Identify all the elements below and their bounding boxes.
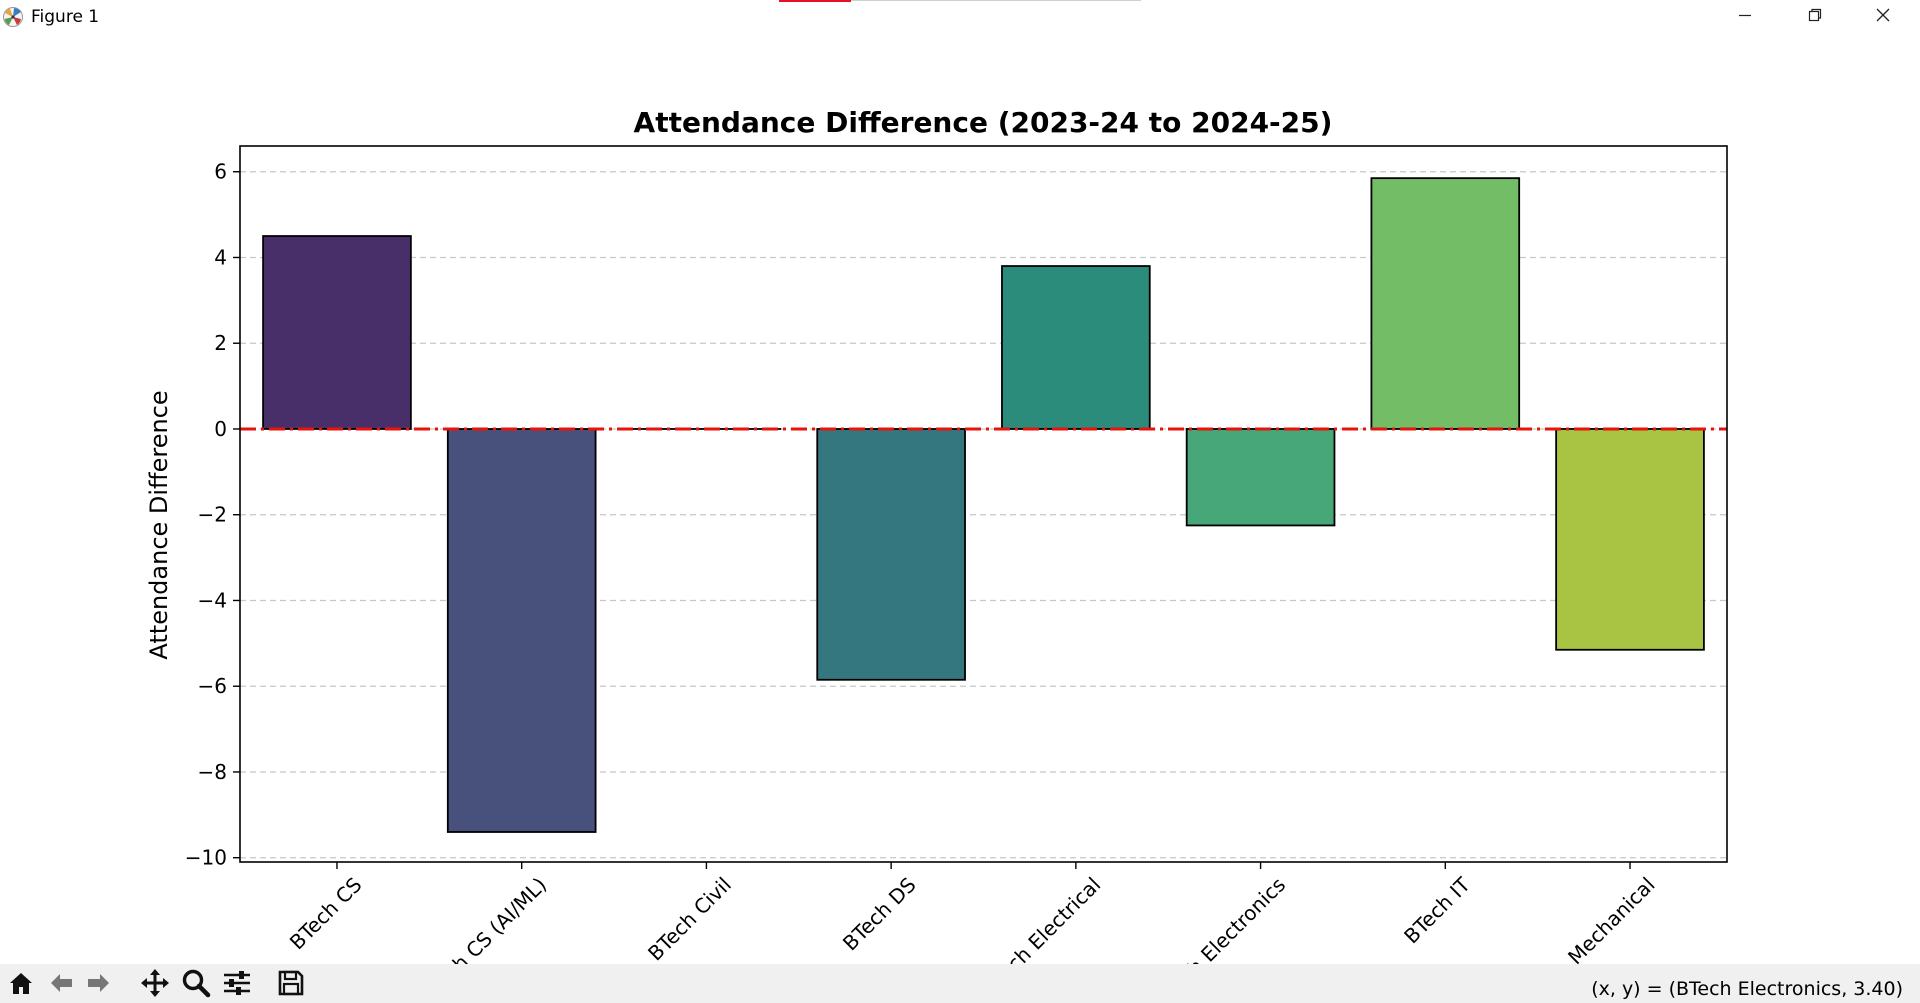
accent-strip-track xyxy=(851,0,1141,1)
y-tick-label: 6 xyxy=(214,160,227,184)
minimize-button[interactable] xyxy=(1710,0,1780,34)
x-tick-label: BTech Civil xyxy=(643,873,736,964)
grid-lines xyxy=(240,171,1727,859)
configure-subplots-icon xyxy=(222,968,252,1002)
forward-icon xyxy=(85,969,113,1001)
x-tick-label: BTech Mechanical xyxy=(1517,873,1659,964)
navigation-toolbar: (x, y) = (BTech Electronics, 3.40) xyxy=(0,964,1920,1003)
back-icon xyxy=(47,969,75,1001)
y-tick-label: −4 xyxy=(198,588,227,612)
axes-frame xyxy=(239,145,1728,863)
bar xyxy=(1370,177,1521,430)
accent-strip xyxy=(779,0,851,2)
figure-canvas[interactable]: 6 4 2 0 −2 −4 −6 −8 −10 BTech CS BTech CS (AI/ML)… xyxy=(0,34,1920,964)
save-icon xyxy=(277,969,305,1001)
forward-button[interactable] xyxy=(83,970,115,1000)
y-tick-label: 2 xyxy=(214,331,227,355)
x-tick-label: BTech Electrical xyxy=(978,873,1106,964)
bar xyxy=(446,428,597,833)
zoom-button[interactable] xyxy=(180,968,212,1002)
back-button[interactable] xyxy=(45,970,77,1000)
y-tick-label: −10 xyxy=(185,846,227,870)
y-tick-label: 4 xyxy=(214,245,227,269)
y-axis-label: Attendance Difference xyxy=(145,390,173,659)
x-tick-label: BTech IT xyxy=(1399,872,1475,948)
chart-title: Attendance Difference (2023-24 to 2024-2… xyxy=(634,106,1333,139)
restore-icon xyxy=(1807,7,1823,27)
bar xyxy=(1555,428,1705,651)
matplotlib-icon xyxy=(2,6,24,28)
y-tick-label: 0 xyxy=(214,417,227,441)
bar xyxy=(816,428,966,681)
configure-subplots-button[interactable] xyxy=(221,970,253,1000)
close-button[interactable] xyxy=(1848,0,1918,34)
x-tick-label: BTech Electronics xyxy=(1150,873,1290,964)
y-tick-label: −6 xyxy=(198,674,227,698)
bar xyxy=(262,235,412,430)
window-title: Figure 1 xyxy=(31,7,100,27)
x-axis-ticks: BTech CS BTech CS (AI/ML) BTech Civil BTech… xyxy=(285,862,1660,964)
save-button[interactable] xyxy=(275,970,307,1000)
minimize-icon xyxy=(1737,7,1753,27)
zoom-icon xyxy=(181,968,211,1002)
x-tick-label: BTech CS (AI/ML) xyxy=(415,873,551,964)
home-icon xyxy=(7,969,35,1001)
y-axis-ticks: 6 4 2 0 −2 −4 −6 −8 −10 xyxy=(185,160,240,870)
bars xyxy=(262,177,1705,833)
pan-button[interactable] xyxy=(139,968,171,1002)
y-tick-label: −8 xyxy=(198,760,227,784)
restore-button[interactable] xyxy=(1780,0,1850,34)
y-tick-label: −2 xyxy=(198,503,227,527)
bar xyxy=(1185,428,1336,527)
home-button[interactable] xyxy=(5,970,37,1000)
x-tick-label: BTech CS xyxy=(285,873,367,955)
bar-chart: 6 4 2 0 −2 −4 −6 −8 −10 BTech CS BTech CS (AI/ML)… xyxy=(145,106,1728,964)
x-tick-label: BTech DS xyxy=(838,873,921,956)
window-titlebar: Figure 1 xyxy=(0,0,1920,34)
cursor-coordinates: (x, y) = (BTech Electronics, 3.40) xyxy=(1591,978,1903,1000)
bar xyxy=(1001,265,1151,430)
close-icon xyxy=(1875,7,1891,27)
pan-icon xyxy=(140,968,170,1002)
